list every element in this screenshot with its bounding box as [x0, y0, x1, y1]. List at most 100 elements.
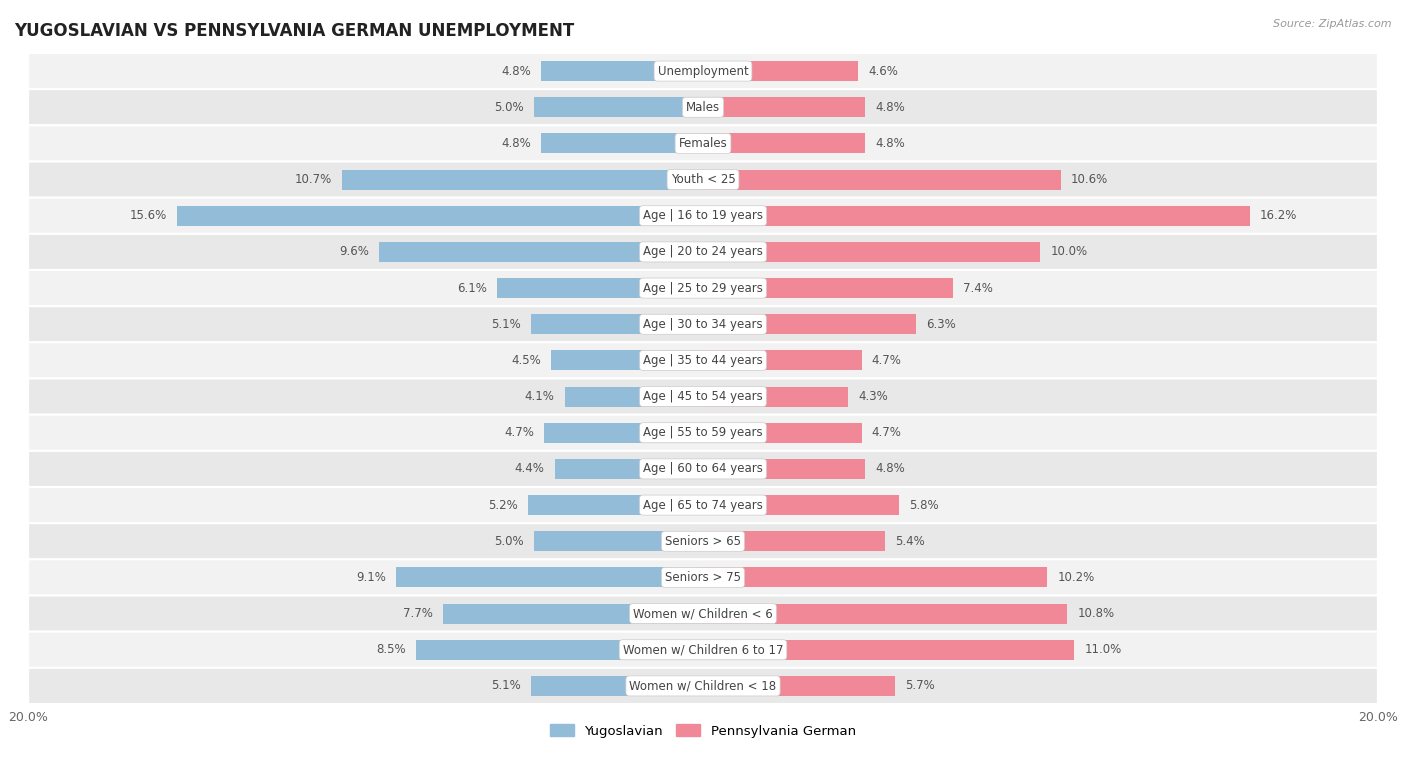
Bar — [703, 568, 1047, 587]
Text: 4.5%: 4.5% — [512, 354, 541, 367]
Bar — [551, 350, 703, 370]
Bar — [703, 423, 862, 443]
FancyBboxPatch shape — [28, 378, 1378, 415]
Bar — [703, 387, 848, 407]
FancyBboxPatch shape — [28, 89, 1378, 126]
Text: 5.8%: 5.8% — [908, 499, 938, 512]
Bar — [531, 314, 703, 334]
Bar — [534, 531, 703, 551]
Bar — [703, 495, 898, 515]
Text: 10.0%: 10.0% — [1050, 245, 1088, 258]
Bar — [416, 640, 703, 659]
Text: 9.1%: 9.1% — [356, 571, 385, 584]
Text: 5.0%: 5.0% — [495, 101, 524, 114]
Bar — [703, 350, 862, 370]
Text: 7.7%: 7.7% — [404, 607, 433, 620]
Text: Age | 35 to 44 years: Age | 35 to 44 years — [643, 354, 763, 367]
FancyBboxPatch shape — [28, 234, 1378, 270]
Text: 4.8%: 4.8% — [875, 463, 905, 475]
Bar — [396, 568, 703, 587]
Bar — [703, 531, 886, 551]
Bar — [534, 98, 703, 117]
Text: 10.7%: 10.7% — [295, 173, 332, 186]
Text: Age | 20 to 24 years: Age | 20 to 24 years — [643, 245, 763, 258]
FancyBboxPatch shape — [28, 126, 1378, 161]
Text: Age | 65 to 74 years: Age | 65 to 74 years — [643, 499, 763, 512]
FancyBboxPatch shape — [28, 53, 1378, 89]
Text: 9.6%: 9.6% — [339, 245, 368, 258]
Text: Females: Females — [679, 137, 727, 150]
Bar — [703, 242, 1040, 262]
Text: Source: ZipAtlas.com: Source: ZipAtlas.com — [1274, 19, 1392, 29]
Text: Age | 60 to 64 years: Age | 60 to 64 years — [643, 463, 763, 475]
Text: Women w/ Children < 18: Women w/ Children < 18 — [630, 680, 776, 693]
Text: 4.8%: 4.8% — [875, 137, 905, 150]
Bar — [703, 133, 865, 154]
Text: Youth < 25: Youth < 25 — [671, 173, 735, 186]
Bar — [177, 206, 703, 226]
Text: 4.4%: 4.4% — [515, 463, 544, 475]
Text: 15.6%: 15.6% — [129, 209, 166, 223]
Text: Age | 30 to 34 years: Age | 30 to 34 years — [643, 318, 763, 331]
FancyBboxPatch shape — [28, 270, 1378, 306]
Text: 10.8%: 10.8% — [1077, 607, 1115, 620]
Text: 6.3%: 6.3% — [925, 318, 956, 331]
Bar — [703, 459, 865, 479]
Bar — [565, 387, 703, 407]
Text: Women w/ Children < 6: Women w/ Children < 6 — [633, 607, 773, 620]
Text: 8.5%: 8.5% — [377, 643, 406, 656]
Text: YUGOSLAVIAN VS PENNSYLVANIA GERMAN UNEMPLOYMENT: YUGOSLAVIAN VS PENNSYLVANIA GERMAN UNEMP… — [14, 22, 575, 40]
Text: 4.7%: 4.7% — [872, 426, 901, 439]
Text: 4.6%: 4.6% — [869, 64, 898, 77]
Bar — [703, 603, 1067, 624]
Bar — [443, 603, 703, 624]
Bar — [342, 170, 703, 189]
Bar — [703, 170, 1060, 189]
Text: 6.1%: 6.1% — [457, 282, 486, 294]
FancyBboxPatch shape — [28, 451, 1378, 487]
Text: Age | 45 to 54 years: Age | 45 to 54 years — [643, 390, 763, 403]
Bar — [380, 242, 703, 262]
Bar — [527, 495, 703, 515]
Bar — [531, 676, 703, 696]
Text: 16.2%: 16.2% — [1260, 209, 1298, 223]
FancyBboxPatch shape — [28, 161, 1378, 198]
Text: Age | 55 to 59 years: Age | 55 to 59 years — [643, 426, 763, 439]
FancyBboxPatch shape — [28, 631, 1378, 668]
Text: Males: Males — [686, 101, 720, 114]
Text: 4.8%: 4.8% — [501, 64, 531, 77]
Text: Seniors > 75: Seniors > 75 — [665, 571, 741, 584]
Bar — [544, 423, 703, 443]
Bar — [703, 640, 1074, 659]
Bar — [703, 206, 1250, 226]
Bar — [541, 133, 703, 154]
Bar — [703, 278, 953, 298]
FancyBboxPatch shape — [28, 559, 1378, 596]
Text: 4.7%: 4.7% — [505, 426, 534, 439]
Bar — [703, 676, 896, 696]
Bar — [498, 278, 703, 298]
Legend: Yugoslavian, Pennsylvania German: Yugoslavian, Pennsylvania German — [546, 719, 860, 743]
Text: 11.0%: 11.0% — [1084, 643, 1122, 656]
FancyBboxPatch shape — [28, 596, 1378, 631]
Text: 4.8%: 4.8% — [501, 137, 531, 150]
Bar — [703, 314, 915, 334]
Text: Age | 16 to 19 years: Age | 16 to 19 years — [643, 209, 763, 223]
Bar — [703, 98, 865, 117]
Text: Age | 25 to 29 years: Age | 25 to 29 years — [643, 282, 763, 294]
Text: Seniors > 65: Seniors > 65 — [665, 534, 741, 548]
FancyBboxPatch shape — [28, 306, 1378, 342]
Text: 5.1%: 5.1% — [491, 680, 520, 693]
Bar — [541, 61, 703, 81]
FancyBboxPatch shape — [28, 523, 1378, 559]
Text: Women w/ Children 6 to 17: Women w/ Children 6 to 17 — [623, 643, 783, 656]
Text: 7.4%: 7.4% — [963, 282, 993, 294]
FancyBboxPatch shape — [28, 198, 1378, 234]
Text: Unemployment: Unemployment — [658, 64, 748, 77]
Text: 4.3%: 4.3% — [858, 390, 889, 403]
FancyBboxPatch shape — [28, 415, 1378, 451]
Text: 5.0%: 5.0% — [495, 534, 524, 548]
Text: 5.2%: 5.2% — [488, 499, 517, 512]
Text: 5.7%: 5.7% — [905, 680, 935, 693]
Text: 4.1%: 4.1% — [524, 390, 554, 403]
